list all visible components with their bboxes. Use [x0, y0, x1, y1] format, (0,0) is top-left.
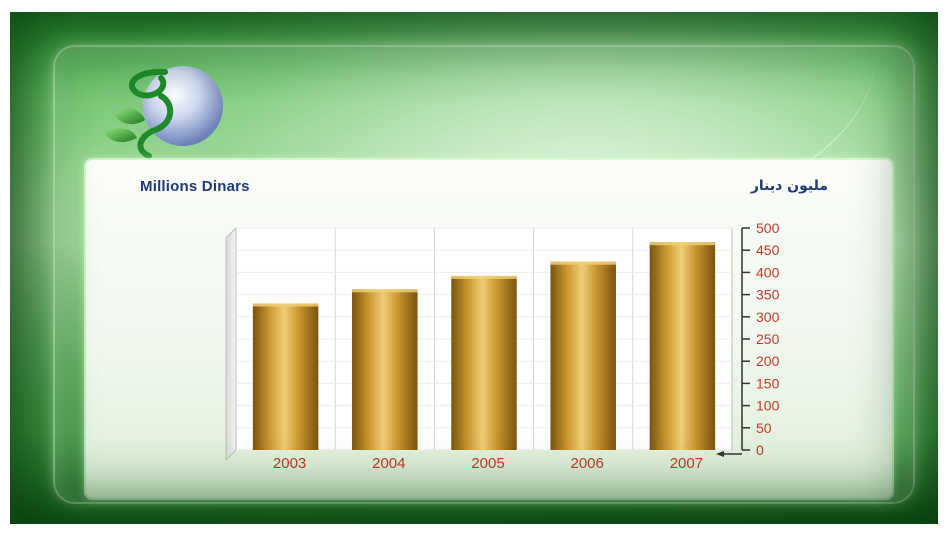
y-tick-label: 400 [756, 264, 780, 280]
x-tick-label: 2007 [670, 455, 703, 472]
y-tick-label: 100 [756, 398, 780, 414]
y-tick-label: 150 [756, 375, 780, 391]
bar-2007 [649, 242, 716, 450]
bar-2003 [252, 303, 319, 450]
bar-top-2006 [550, 261, 616, 265]
x-tick-label: 2005 [471, 455, 504, 472]
bar-top-2007 [649, 242, 716, 246]
y-tick-label: 350 [756, 287, 780, 303]
y-tick-label: 450 [756, 242, 780, 258]
y-tick-label: 50 [756, 420, 772, 436]
bar-top-2003 [252, 303, 319, 307]
bar-2004 [352, 289, 418, 450]
y-tick-label: 0 [756, 442, 764, 458]
x-tick-label: 2003 [273, 455, 306, 472]
plot-side-wall [225, 226, 237, 462]
chart-panel: Millions Dinars مليون دينار 0 50 100 150 200… [86, 160, 892, 498]
globe-leaf-logo-icon [105, 66, 223, 159]
chart-title-english: Millions Dinars [140, 178, 250, 195]
x-tick-label: 2006 [571, 455, 604, 472]
chart-title-arabic: مليون دينار [750, 178, 828, 194]
bar-top-2005 [451, 275, 517, 279]
bar-2006 [550, 261, 616, 450]
y-tick-label: 250 [756, 331, 780, 347]
bar-chart: 0 50 100 150 200 250 300 350 400 450 500 2003 2004 20… [225, 220, 780, 472]
slide-background: Millions Dinars مليون دينار 0 50 100 150 200… [10, 12, 938, 524]
bar-2005 [451, 275, 517, 450]
x-tick-label: 2004 [372, 455, 405, 472]
bar-top-2004 [352, 289, 418, 293]
y-tick-label: 300 [756, 309, 780, 325]
x-axis-arrow-icon [716, 451, 724, 457]
y-tick-label: 500 [756, 220, 780, 236]
y-tick-label: 200 [756, 353, 780, 369]
